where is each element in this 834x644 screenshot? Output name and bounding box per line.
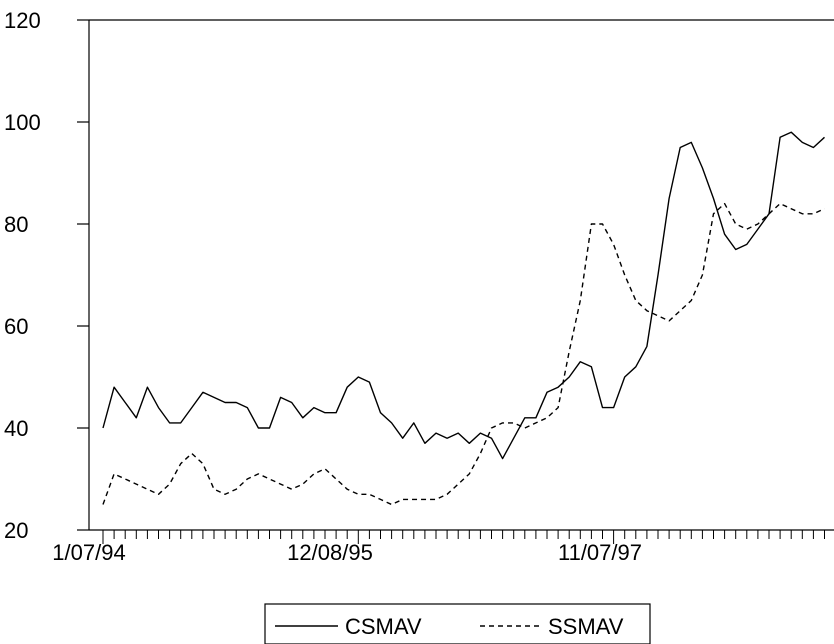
y-axis: 20 40 60 80 100 120 [4,8,834,543]
series-line-ssmav [102,202,825,506]
y-tick-label: 100 [4,110,41,135]
x-tick-label: 1/07/94 [52,540,125,565]
y-tick-label: 120 [4,8,41,33]
series-layer [102,131,825,506]
y-tick-label: 80 [4,212,28,237]
series-line-csmav [102,131,825,460]
x-tick-label: 12/08/95 [287,540,373,565]
x-tick-label: 11/07/97 [558,540,642,565]
legend: CSMAV SSMAV [264,603,651,644]
y-tick-label: 20 [4,518,28,543]
legend-label-csmav: CSMAV [345,614,422,639]
legend-label-ssmav: SSMAV [548,614,624,639]
legend-box [264,603,651,644]
y-tick-label: 60 [4,314,28,339]
y-tick-label: 40 [4,416,28,441]
x-axis: 1/07/94 12/08/95 11/07/97 [52,529,834,565]
